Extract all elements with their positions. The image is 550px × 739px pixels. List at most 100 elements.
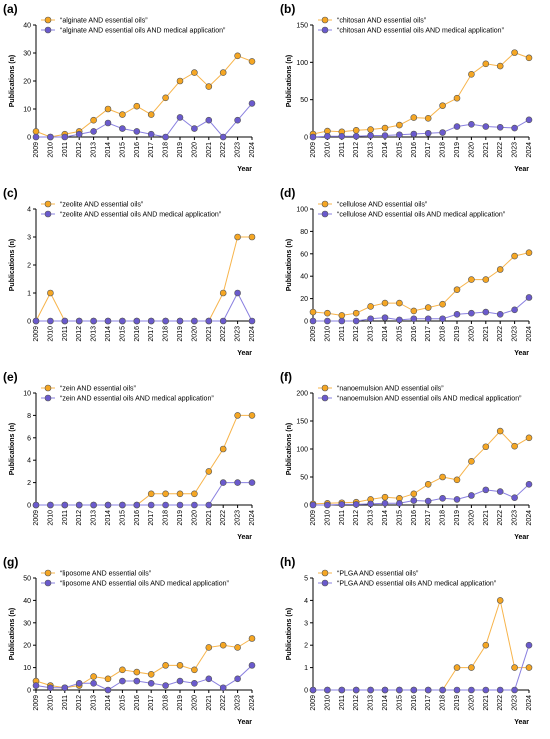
data-point: [234, 644, 241, 651]
data-point: [525, 249, 533, 256]
data-point: [176, 317, 184, 325]
x-tick-label: 2011: [339, 510, 346, 525]
data-point: [511, 252, 518, 260]
data-point: [147, 130, 155, 138]
x-tick-label: 2017: [148, 510, 155, 526]
data-point: [468, 276, 475, 283]
y-tick-label: 5: [304, 576, 308, 583]
data-point: [381, 132, 389, 139]
data-point: [424, 115, 432, 122]
x-tick-label: 2009: [33, 510, 40, 526]
y-tick-label: 30: [23, 620, 31, 627]
data-point: [324, 501, 331, 509]
panel-label: (f): [280, 370, 292, 384]
data-point: [410, 130, 418, 138]
series-line: [36, 291, 253, 322]
y-tick-label: 20: [23, 79, 31, 86]
data-point: [90, 128, 97, 135]
series-line: [36, 482, 252, 506]
data-point: [439, 494, 446, 502]
data-point: [61, 684, 69, 692]
y-tick-label: 150: [296, 23, 308, 30]
data-point: [176, 501, 184, 509]
x-tick-label: 2010: [324, 695, 331, 711]
y-tick-label: 0: [304, 688, 308, 695]
chart-panel: (g) 0 10 20 30 40 50 2009 2010 2011 2012 2013 2014 20…: [3, 555, 256, 726]
x-tick-label: 2009: [310, 142, 317, 158]
legend-label: “alginate AND essential oils AND medical…: [60, 28, 226, 35]
data-point: [496, 427, 504, 435]
data-point: [453, 123, 461, 130]
legend-label: “chitosan AND essential oils AND medical…: [337, 28, 505, 35]
data-point: [381, 314, 389, 321]
y-tick-label: 50: [23, 576, 31, 583]
legend-label: “PLGA AND essential oils”: [337, 571, 419, 578]
y-tick-label: 50: [300, 475, 308, 482]
x-tick-label: 2011: [62, 142, 69, 157]
data-point: [324, 309, 331, 317]
panel-label: (g): [3, 555, 18, 569]
x-tick-label: 2018: [440, 510, 447, 526]
y-axis-title: Publications (n): [286, 239, 293, 292]
y-tick-label: 20: [300, 296, 308, 303]
y-tick-label: 0: [27, 503, 31, 510]
chart-panel: (f) 0 50 100 150 200 2009 2010 2011 2012 2013 2014 2…: [280, 370, 533, 541]
y-tick-label: 0: [304, 135, 308, 142]
y-tick-label: 200: [296, 391, 308, 398]
data-point: [104, 105, 112, 113]
x-tick-label: 2012: [353, 510, 360, 526]
data-point: [90, 679, 97, 687]
data-point: [525, 294, 533, 301]
data-point: [525, 434, 533, 442]
data-point: [453, 686, 461, 694]
x-tick-label: 2020: [191, 695, 198, 711]
y-axis-title: Publications (n): [286, 423, 293, 476]
x-tick-label: 2009: [310, 695, 317, 711]
data-point: [248, 233, 256, 241]
data-point: [511, 494, 518, 502]
data-point: [205, 644, 213, 651]
series-line: [312, 430, 530, 505]
x-tick-label: 2018: [163, 695, 170, 711]
data-point: [309, 501, 317, 509]
data-point: [205, 501, 213, 509]
data-point: [219, 479, 227, 486]
legend-marker: [44, 26, 52, 34]
x-tick-label: 2017: [148, 695, 155, 711]
data-point: [338, 312, 346, 319]
data-point: [90, 116, 97, 124]
x-tick-label: 2018: [440, 142, 447, 158]
x-tick-label: 2010: [47, 510, 54, 526]
data-point: [352, 501, 360, 508]
legend-label: “alginate AND essential oils”: [60, 18, 148, 25]
y-tick-label: 2: [27, 263, 31, 270]
y-tick-label: 2: [304, 643, 308, 650]
x-tick-label: 2017: [425, 510, 432, 526]
data-point: [90, 673, 97, 680]
data-point: [468, 664, 475, 671]
data-point: [439, 129, 446, 136]
x-tick-label: 2019: [177, 326, 184, 342]
data-point: [482, 308, 490, 316]
data-point: [468, 458, 475, 465]
x-tick-label: 2024: [249, 510, 256, 526]
x-tick-label: 2022: [220, 695, 227, 711]
data-point: [367, 132, 374, 139]
legend-label: “PLGA AND essential oils AND medical app…: [337, 581, 497, 588]
x-tick-label: 2021: [206, 142, 213, 158]
data-point: [468, 70, 475, 78]
x-tick-label: 2024: [526, 695, 533, 711]
x-tick-label: 2013: [368, 142, 375, 158]
data-point: [104, 119, 112, 127]
data-point: [75, 501, 83, 509]
data-point: [410, 307, 418, 315]
x-tick-label: 2023: [235, 695, 242, 711]
x-tick-label: 2020: [468, 326, 475, 342]
data-point: [439, 300, 446, 308]
y-tick-label: 6: [27, 435, 31, 442]
x-tick-label: 2015: [396, 695, 403, 711]
data-point: [191, 666, 198, 674]
data-point: [482, 486, 490, 494]
data-point: [119, 317, 126, 325]
data-point: [424, 480, 432, 488]
